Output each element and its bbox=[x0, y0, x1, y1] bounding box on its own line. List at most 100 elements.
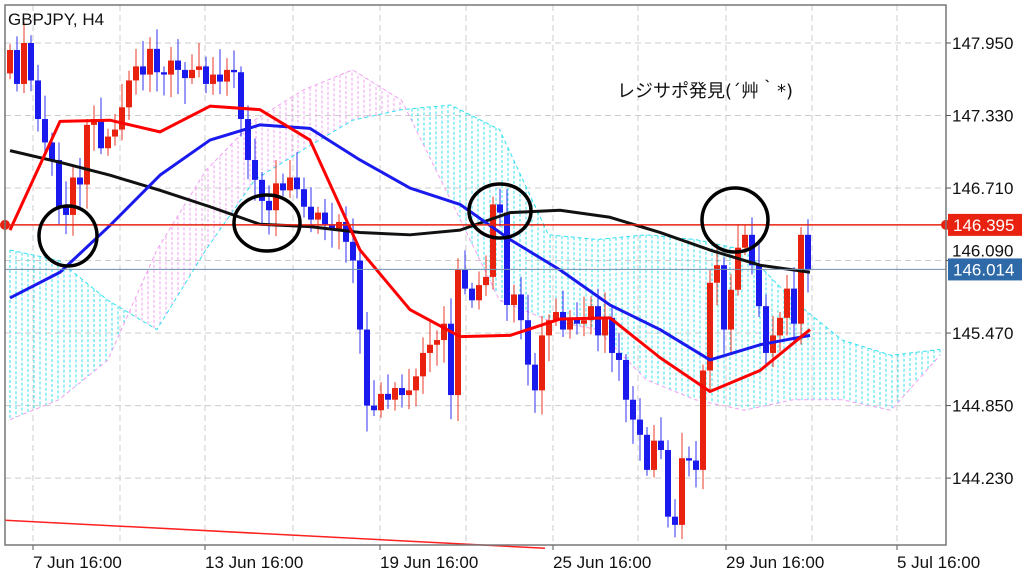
candle bbox=[385, 374, 391, 409]
candle-body bbox=[672, 516, 678, 525]
candle bbox=[315, 206, 321, 234]
resistance-price-label: 146.395 bbox=[953, 216, 1014, 235]
candle-body bbox=[574, 317, 580, 324]
candle-body bbox=[770, 335, 776, 353]
candle bbox=[203, 56, 209, 94]
trendline[interactable] bbox=[4, 519, 546, 550]
candle-body bbox=[651, 440, 657, 470]
candle bbox=[686, 446, 692, 477]
candle-body bbox=[616, 352, 622, 360]
candle bbox=[7, 44, 13, 80]
candle bbox=[259, 172, 265, 224]
candle bbox=[357, 250, 363, 354]
candle-body bbox=[392, 388, 398, 400]
candle bbox=[637, 398, 643, 461]
candle-body bbox=[665, 450, 671, 517]
candle bbox=[231, 50, 237, 89]
candle-body bbox=[399, 388, 405, 396]
candle bbox=[427, 321, 433, 373]
candle bbox=[105, 128, 111, 156]
candle bbox=[630, 386, 636, 444]
candle bbox=[14, 36, 20, 92]
candle-body bbox=[294, 177, 300, 190]
candle bbox=[560, 290, 566, 338]
candle bbox=[483, 255, 489, 296]
candle-body bbox=[70, 177, 76, 215]
candle-body bbox=[728, 289, 734, 330]
candle bbox=[224, 58, 230, 96]
price-tick-label: 144.230 bbox=[952, 469, 1013, 488]
candle bbox=[518, 276, 524, 340]
candle bbox=[98, 97, 104, 155]
grid bbox=[5, 5, 946, 545]
candle bbox=[567, 310, 573, 339]
candle-body bbox=[56, 159, 62, 207]
candle-body bbox=[539, 335, 545, 391]
candle bbox=[420, 337, 426, 394]
candle-body bbox=[455, 269, 461, 396]
time-tick-label: 5 Jul 16:00 bbox=[897, 553, 980, 572]
candle-body bbox=[308, 206, 314, 220]
candle-body bbox=[140, 66, 146, 75]
candle-body bbox=[420, 352, 426, 377]
candle bbox=[301, 177, 307, 218]
candle-body bbox=[735, 247, 741, 290]
candle bbox=[707, 269, 713, 392]
candle-body bbox=[490, 204, 496, 277]
ma-fast-line bbox=[8, 104, 811, 394]
candle bbox=[280, 173, 286, 197]
candle-body bbox=[98, 119, 104, 149]
candle bbox=[294, 152, 300, 199]
candle-body bbox=[245, 119, 251, 160]
candle-body bbox=[154, 48, 160, 73]
time-tick-label: 29 Jun 16:00 bbox=[726, 553, 824, 572]
candle-body bbox=[224, 69, 230, 82]
candle bbox=[714, 243, 720, 306]
candle bbox=[217, 49, 223, 95]
time-axis[interactable]: 7 Jun 16:00 13 Jun 16:00 19 Jun 16:00 25 Ju… bbox=[32, 545, 980, 572]
candle bbox=[651, 425, 657, 478]
candle-body bbox=[525, 320, 531, 365]
candle-body bbox=[217, 74, 223, 82]
candle-body bbox=[7, 50, 13, 74]
candle-body bbox=[14, 50, 20, 84]
candle-body bbox=[595, 306, 601, 336]
candle bbox=[504, 189, 510, 321]
candle bbox=[140, 41, 146, 91]
annotation-circle bbox=[37, 204, 99, 268]
candle-body bbox=[707, 282, 713, 371]
candle-body bbox=[315, 212, 321, 220]
candle bbox=[455, 258, 461, 421]
ma-mid-line bbox=[9, 123, 811, 362]
annotation-circle bbox=[467, 182, 533, 240]
candle-body bbox=[749, 234, 755, 266]
price-axis[interactable]: 147.950 147.330 146.710 146.090 145.470 144.8… bbox=[946, 34, 1013, 488]
candle bbox=[784, 274, 790, 336]
price-tick-label: 147.330 bbox=[952, 107, 1013, 126]
candle bbox=[490, 196, 496, 290]
candle bbox=[658, 417, 664, 460]
candle bbox=[175, 39, 181, 95]
candle-body bbox=[84, 124, 90, 185]
annotation-text: レジサポ発見(´艸｀*) bbox=[617, 79, 793, 102]
candle-body bbox=[693, 460, 699, 470]
candle bbox=[476, 271, 482, 310]
candle bbox=[210, 57, 216, 95]
time-tick-label: 13 Jun 16:00 bbox=[205, 553, 303, 572]
candle-body bbox=[679, 458, 685, 525]
chart-title: GBPJPY, H4 bbox=[8, 10, 104, 29]
candle-body bbox=[133, 66, 139, 81]
candle-body bbox=[427, 344, 433, 353]
candle bbox=[693, 441, 699, 488]
candle bbox=[798, 227, 804, 345]
candle-body bbox=[357, 260, 363, 330]
price-tick-label: 147.950 bbox=[952, 34, 1013, 53]
time-tick-label: 25 Jun 16:00 bbox=[553, 553, 651, 572]
candle bbox=[525, 294, 531, 386]
candle bbox=[84, 119, 90, 209]
candle bbox=[679, 432, 685, 540]
candle-body bbox=[161, 72, 167, 75]
candle bbox=[665, 440, 671, 528]
candle-body bbox=[105, 136, 111, 149]
